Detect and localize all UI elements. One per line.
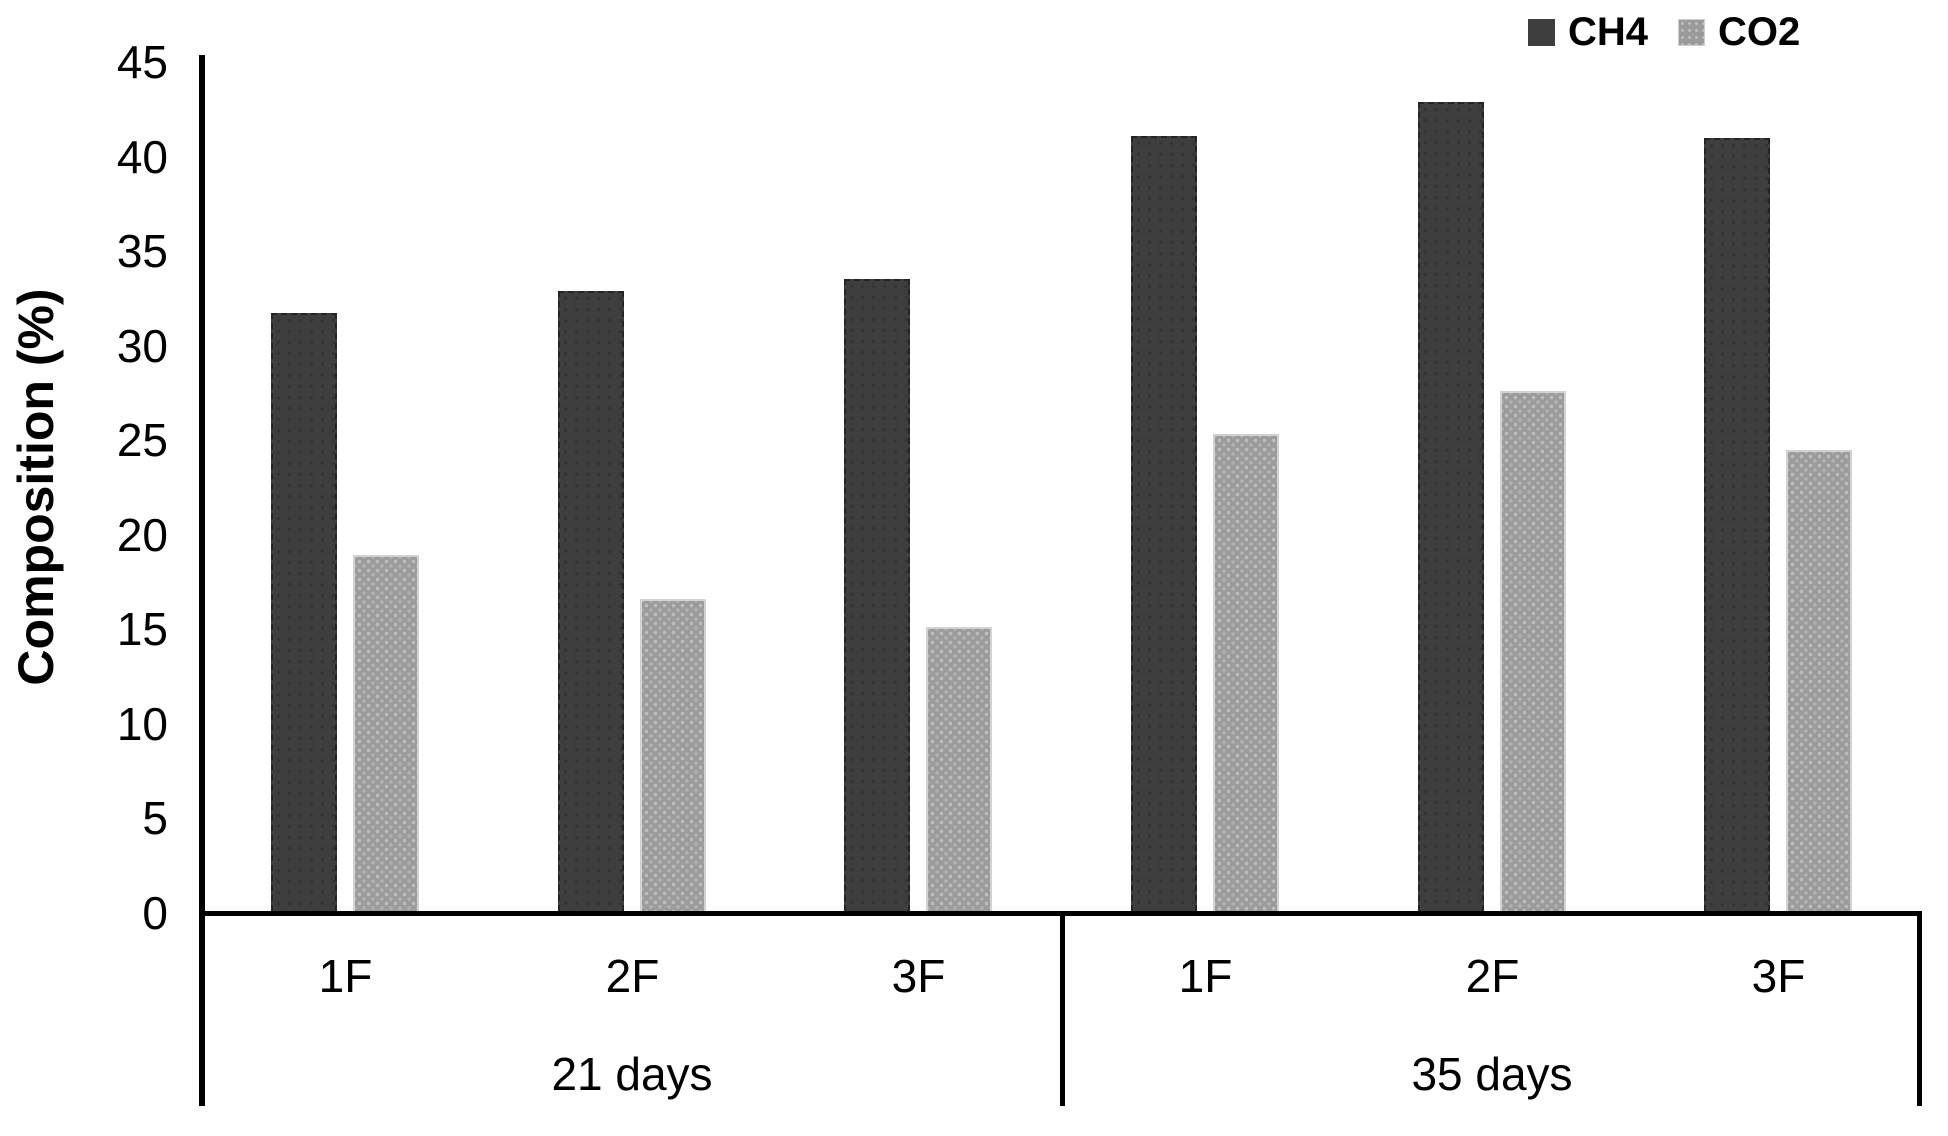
y-tick-label: 45: [116, 36, 168, 88]
bar-ch4: [1704, 138, 1770, 911]
group-divider: [1060, 913, 1065, 1106]
y-tick-label: 30: [116, 319, 168, 372]
bar-co2: [926, 627, 992, 911]
ch4-series-swatch: [1528, 19, 1555, 46]
bar-ch4: [271, 313, 337, 911]
y-tick-label: 20: [116, 508, 168, 561]
legend-label-ch4: CH4: [1568, 10, 1649, 54]
category-label: 2F: [605, 950, 660, 1002]
legend: CH4 CO2: [1528, 10, 1800, 55]
legend-item-ch4: CH4: [1528, 10, 1648, 55]
y-tick-label: 40: [116, 130, 168, 183]
bar-co2: [640, 599, 706, 911]
category-label: 1F: [1178, 950, 1233, 1002]
y-tick-label: 5: [142, 792, 168, 845]
bar-co2: [1500, 391, 1566, 911]
bar-co2: [1786, 450, 1852, 911]
category-band-right-border: [1917, 913, 1922, 1106]
category-label: 2F: [1465, 950, 1520, 1002]
legend-item-co2: CO2: [1678, 10, 1800, 55]
y-tick-label: 35: [116, 225, 168, 278]
y-tick-label: 15: [116, 603, 168, 656]
bar-ch4: [844, 279, 910, 911]
group-label: 21 days: [551, 1048, 713, 1100]
y-tick-label: 25: [116, 414, 168, 467]
co2-series-swatch: [1678, 19, 1706, 46]
category-label: 1F: [318, 950, 373, 1002]
legend-label-co2: CO2: [1718, 10, 1801, 54]
y-axis-line: [199, 55, 205, 1106]
category-label: 3F: [1751, 950, 1806, 1002]
bar-ch4: [1418, 102, 1484, 911]
bar-co2: [1213, 434, 1279, 911]
bar-ch4: [558, 291, 624, 911]
category-label: 3F: [891, 950, 946, 1002]
y-tick-label: 0: [142, 887, 168, 939]
bar-co2: [353, 555, 419, 911]
bar-ch4: [1131, 136, 1197, 911]
group-label: 35 days: [1411, 1048, 1573, 1100]
y-tick-label: 10: [116, 697, 168, 750]
